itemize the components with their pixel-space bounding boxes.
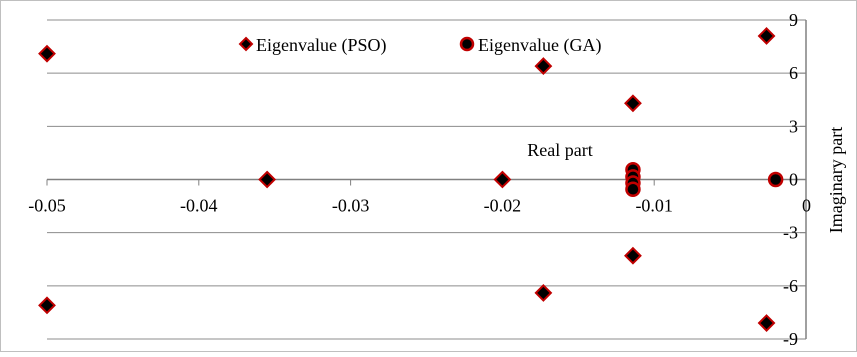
- data-point-pso: [493, 170, 512, 189]
- data-point-pso: [38, 296, 56, 315]
- data-point-pso: [624, 246, 642, 265]
- tick-labels: -0.05 -0.04 -0.03 -0.02 -0.01 0 9 6 3 -3 -6 -9 0: [28, 10, 811, 349]
- x-axis-title: Real part: [527, 140, 592, 160]
- legend-item-ga: Eigenvalue (GA): [459, 35, 601, 56]
- data-point-pso: [38, 44, 56, 63]
- legend-label-ga: Eigenvalue (GA): [478, 35, 601, 56]
- y-tick-label: 3: [789, 116, 798, 136]
- data-point-ga: [767, 171, 784, 188]
- y-tick-label: -3: [783, 223, 798, 243]
- grid-layer: [47, 19, 806, 340]
- y-axis-title: Imaginary part: [826, 127, 846, 233]
- y-tick-label: 6: [789, 63, 798, 83]
- data-point-pso: [757, 314, 776, 332]
- legend-circle-marker: [459, 36, 475, 52]
- x-tick-label: 0: [802, 196, 811, 216]
- x-tick-label: -0.02: [484, 196, 522, 216]
- legend-diamond-marker: [238, 36, 254, 52]
- data-point-pso: [534, 284, 553, 302]
- legend-label-pso: Eigenvalue (PSO): [256, 35, 386, 56]
- data-point-pso: [757, 27, 776, 45]
- data-point-ga: [625, 181, 641, 197]
- y-tick-label: -6: [783, 276, 798, 296]
- x-tick-label: -0.01: [635, 196, 673, 216]
- data-points: [38, 27, 784, 332]
- y-tick-label: 0: [789, 170, 798, 190]
- y-tick-label: 9: [789, 10, 798, 30]
- y-tick-label: -9: [783, 329, 798, 349]
- legend-item-pso: Eigenvalue (PSO): [238, 35, 386, 56]
- x-tick-label: -0.05: [28, 196, 66, 216]
- data-point-pso: [534, 57, 553, 75]
- data-point-pso: [624, 94, 642, 113]
- legend: Eigenvalue (PSO) Eigenvalue (GA): [238, 35, 601, 56]
- data-point-pso: [258, 170, 277, 189]
- x-tick-label: -0.04: [180, 196, 218, 216]
- x-tick-label: -0.03: [332, 196, 370, 216]
